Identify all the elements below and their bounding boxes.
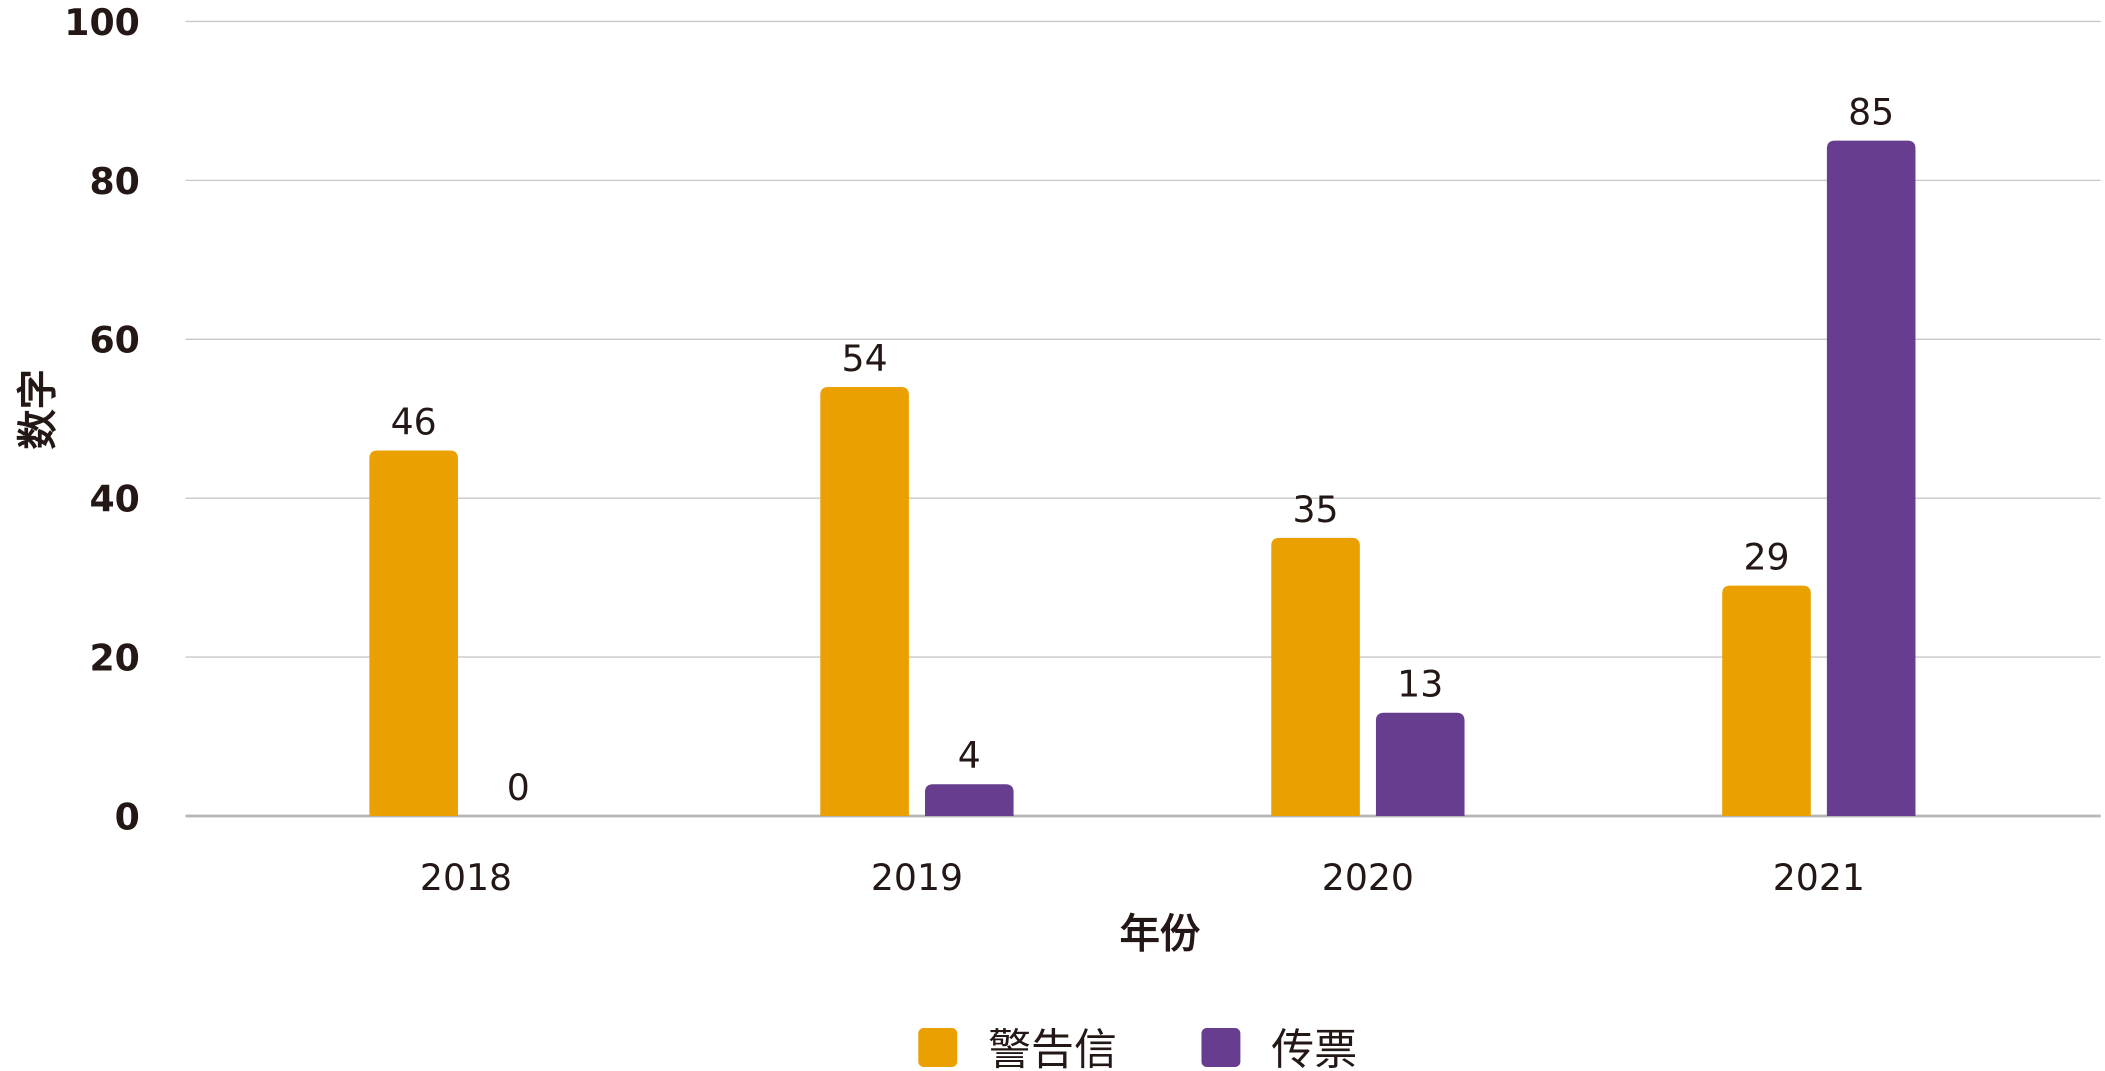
y-tick-label: 20 bbox=[89, 637, 139, 680]
bar bbox=[820, 386, 909, 816]
x-tick-label: 2021 bbox=[1773, 856, 1865, 899]
x-tick-label: 2020 bbox=[1322, 856, 1414, 899]
data-label: 85 bbox=[1848, 91, 1894, 134]
data-label: 54 bbox=[842, 337, 888, 380]
x-axis-ticks: 2018 2019 2020 2021 bbox=[420, 856, 1865, 899]
y-axis-title: 数字 bbox=[15, 369, 61, 450]
x-tick-label: 2018 bbox=[420, 856, 512, 899]
data-label: 35 bbox=[1293, 488, 1339, 531]
bar bbox=[1271, 537, 1360, 816]
data-label: 0 bbox=[507, 766, 530, 809]
legend-label: 警告信 bbox=[988, 1025, 1117, 1071]
data-label: 13 bbox=[1397, 663, 1443, 706]
legend-label: 传票 bbox=[1271, 1025, 1357, 1071]
x-tick-label: 2019 bbox=[871, 856, 963, 899]
y-tick-label: 80 bbox=[89, 160, 139, 203]
y-axis-ticks: 0 20 40 60 80 100 bbox=[64, 1, 140, 839]
y-tick-label: 60 bbox=[89, 319, 139, 362]
gridlines bbox=[185, 20, 2101, 818]
bar bbox=[925, 784, 1014, 816]
legend-swatch bbox=[1201, 1028, 1241, 1067]
y-tick-label: 100 bbox=[64, 1, 140, 44]
y-tick-label: 40 bbox=[89, 478, 139, 521]
bar bbox=[1375, 712, 1465, 816]
data-label: 46 bbox=[391, 400, 437, 443]
x-axis-title: 年份 bbox=[1120, 912, 1201, 958]
legend-swatch bbox=[918, 1028, 958, 1067]
bar bbox=[1722, 585, 1811, 816]
legend: 警告信 传票 bbox=[918, 1025, 1357, 1071]
bar bbox=[369, 450, 458, 816]
bars: 46 0 54 4 35 13 29 85 bbox=[369, 91, 1916, 816]
bar bbox=[1826, 140, 1916, 816]
y-tick-label: 0 bbox=[115, 795, 140, 838]
data-label: 4 bbox=[958, 734, 981, 777]
data-label: 29 bbox=[1743, 535, 1789, 578]
